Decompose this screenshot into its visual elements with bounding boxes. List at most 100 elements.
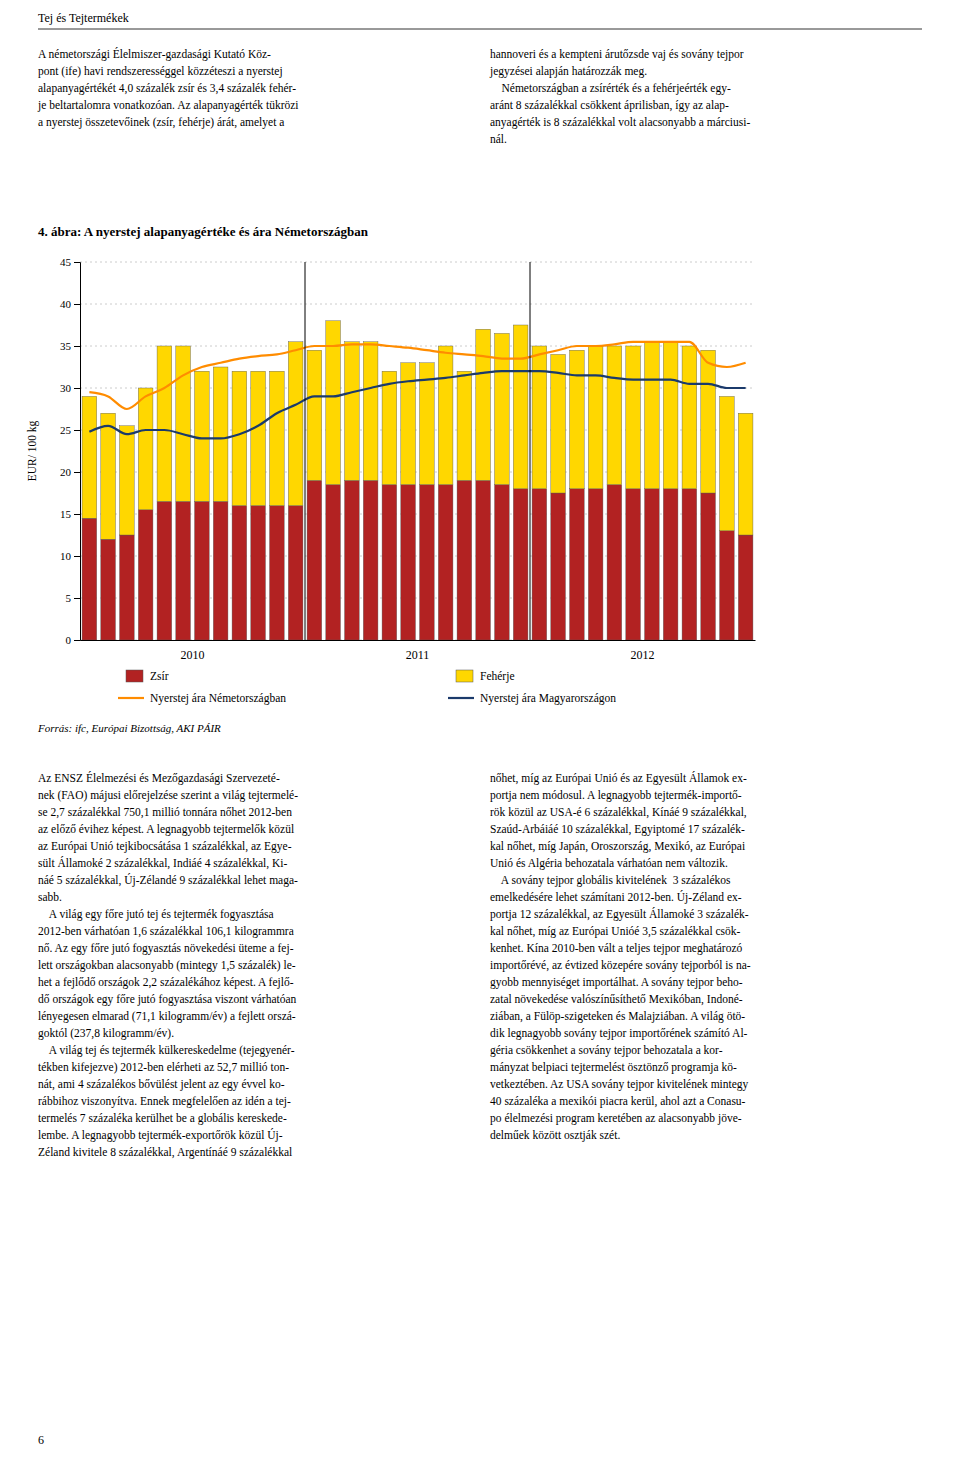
bar [532, 489, 547, 640]
tick-label: 35 [60, 340, 72, 352]
tick-label: 25 [60, 424, 72, 436]
bar [232, 371, 247, 505]
tick: 25 [60, 424, 80, 436]
bar [570, 350, 585, 489]
tick-label: 0 [66, 634, 72, 646]
header: Tej és Tejtermékek [38, 11, 129, 25]
legend-label: Nyerstej ára Magyarországon [480, 692, 616, 705]
bar [495, 485, 510, 640]
tick: 20 [60, 466, 80, 478]
legend-swatch [456, 670, 473, 682]
tick: 2011 [406, 640, 430, 662]
legend: Zsír Fehérje Nyerstej ára Németországban Ny… [118, 670, 616, 705]
tick-label: 30 [60, 382, 72, 394]
legend-item: Zsír [126, 670, 169, 682]
tick: 2010 [181, 640, 205, 662]
tick: 2012 [631, 640, 655, 662]
bar [213, 367, 228, 501]
bar [476, 329, 491, 480]
bar [720, 396, 735, 530]
paragraph: nőhet, míg az Európai Unió és az Egyesül… [490, 771, 751, 1142]
bar [663, 489, 678, 640]
bar [438, 485, 453, 640]
bar-series [82, 480, 753, 640]
source: Forrás: ifc, Európai Bizottság, AKI PÁIR [37, 722, 221, 734]
line-series [89, 371, 745, 438]
bar [401, 485, 416, 640]
page-number: 6 [38, 1433, 44, 1447]
bar [495, 333, 510, 484]
bar [288, 342, 303, 506]
bar [251, 371, 266, 505]
tick-mark [74, 262, 80, 263]
bar [588, 489, 603, 640]
bar [382, 371, 397, 484]
header-rule [38, 29, 922, 30]
paragraph: Az ENSZ Élelmezési és Mezőgazdasági Szer… [38, 771, 298, 1159]
bar [251, 506, 266, 640]
tick-mark [74, 346, 80, 347]
tick-label: 2011 [406, 648, 430, 662]
bar [232, 506, 247, 640]
bar [626, 346, 641, 489]
bar [326, 485, 341, 640]
bar [363, 342, 378, 481]
bar [82, 396, 97, 518]
tick-mark [74, 388, 80, 389]
legend-item: Fehérje [456, 670, 514, 683]
bar [457, 371, 472, 480]
tick-label: 2012 [631, 648, 655, 662]
bar [738, 535, 753, 640]
tick-label: 20 [60, 466, 72, 478]
bar [420, 485, 435, 640]
tick-mark [74, 640, 80, 641]
bar [720, 531, 735, 640]
axis-line [81, 640, 756, 641]
bar [101, 539, 116, 640]
bar [307, 480, 322, 640]
chart-title: 4. ábra: A nyerstej alapanyagértéke és á… [38, 224, 369, 239]
legend-swatch [118, 697, 144, 699]
grid [80, 262, 755, 640]
bar [457, 480, 472, 640]
bar [476, 480, 491, 640]
legend-label: Fehérje [480, 670, 514, 683]
grid-line [80, 262, 755, 263]
bar [513, 489, 528, 640]
tick: 40 [60, 298, 80, 310]
bar [120, 426, 135, 535]
bar [363, 480, 378, 640]
bar [382, 485, 397, 640]
group-divider [530, 262, 531, 640]
tick-label: 2010 [181, 648, 205, 662]
group-divider [305, 262, 306, 640]
bar [138, 388, 153, 510]
bar [120, 535, 135, 640]
tick: 30 [60, 382, 80, 394]
legend-item: Nyerstej ára Németországban [118, 692, 286, 705]
bar [626, 489, 641, 640]
tick-mark [74, 304, 80, 305]
bar [195, 371, 210, 501]
bar [270, 506, 285, 640]
bar [570, 489, 585, 640]
tick: 5 [66, 592, 81, 604]
line-series [89, 342, 745, 409]
bar [645, 489, 660, 640]
bar [138, 510, 153, 640]
bar [288, 506, 303, 640]
bar [701, 350, 716, 493]
bar-series [82, 321, 753, 539]
legend-label: Zsír [150, 670, 169, 682]
bar [345, 342, 360, 481]
tick-mark [74, 472, 80, 473]
legend-label: Nyerstej ára Németországban [150, 692, 286, 705]
bar [270, 371, 285, 505]
tick-label: 15 [60, 508, 72, 520]
tick-label: 45 [60, 256, 72, 268]
bar [682, 346, 697, 489]
bar [513, 325, 528, 489]
bar [157, 501, 172, 640]
bar [682, 489, 697, 640]
plot-area [82, 321, 753, 640]
